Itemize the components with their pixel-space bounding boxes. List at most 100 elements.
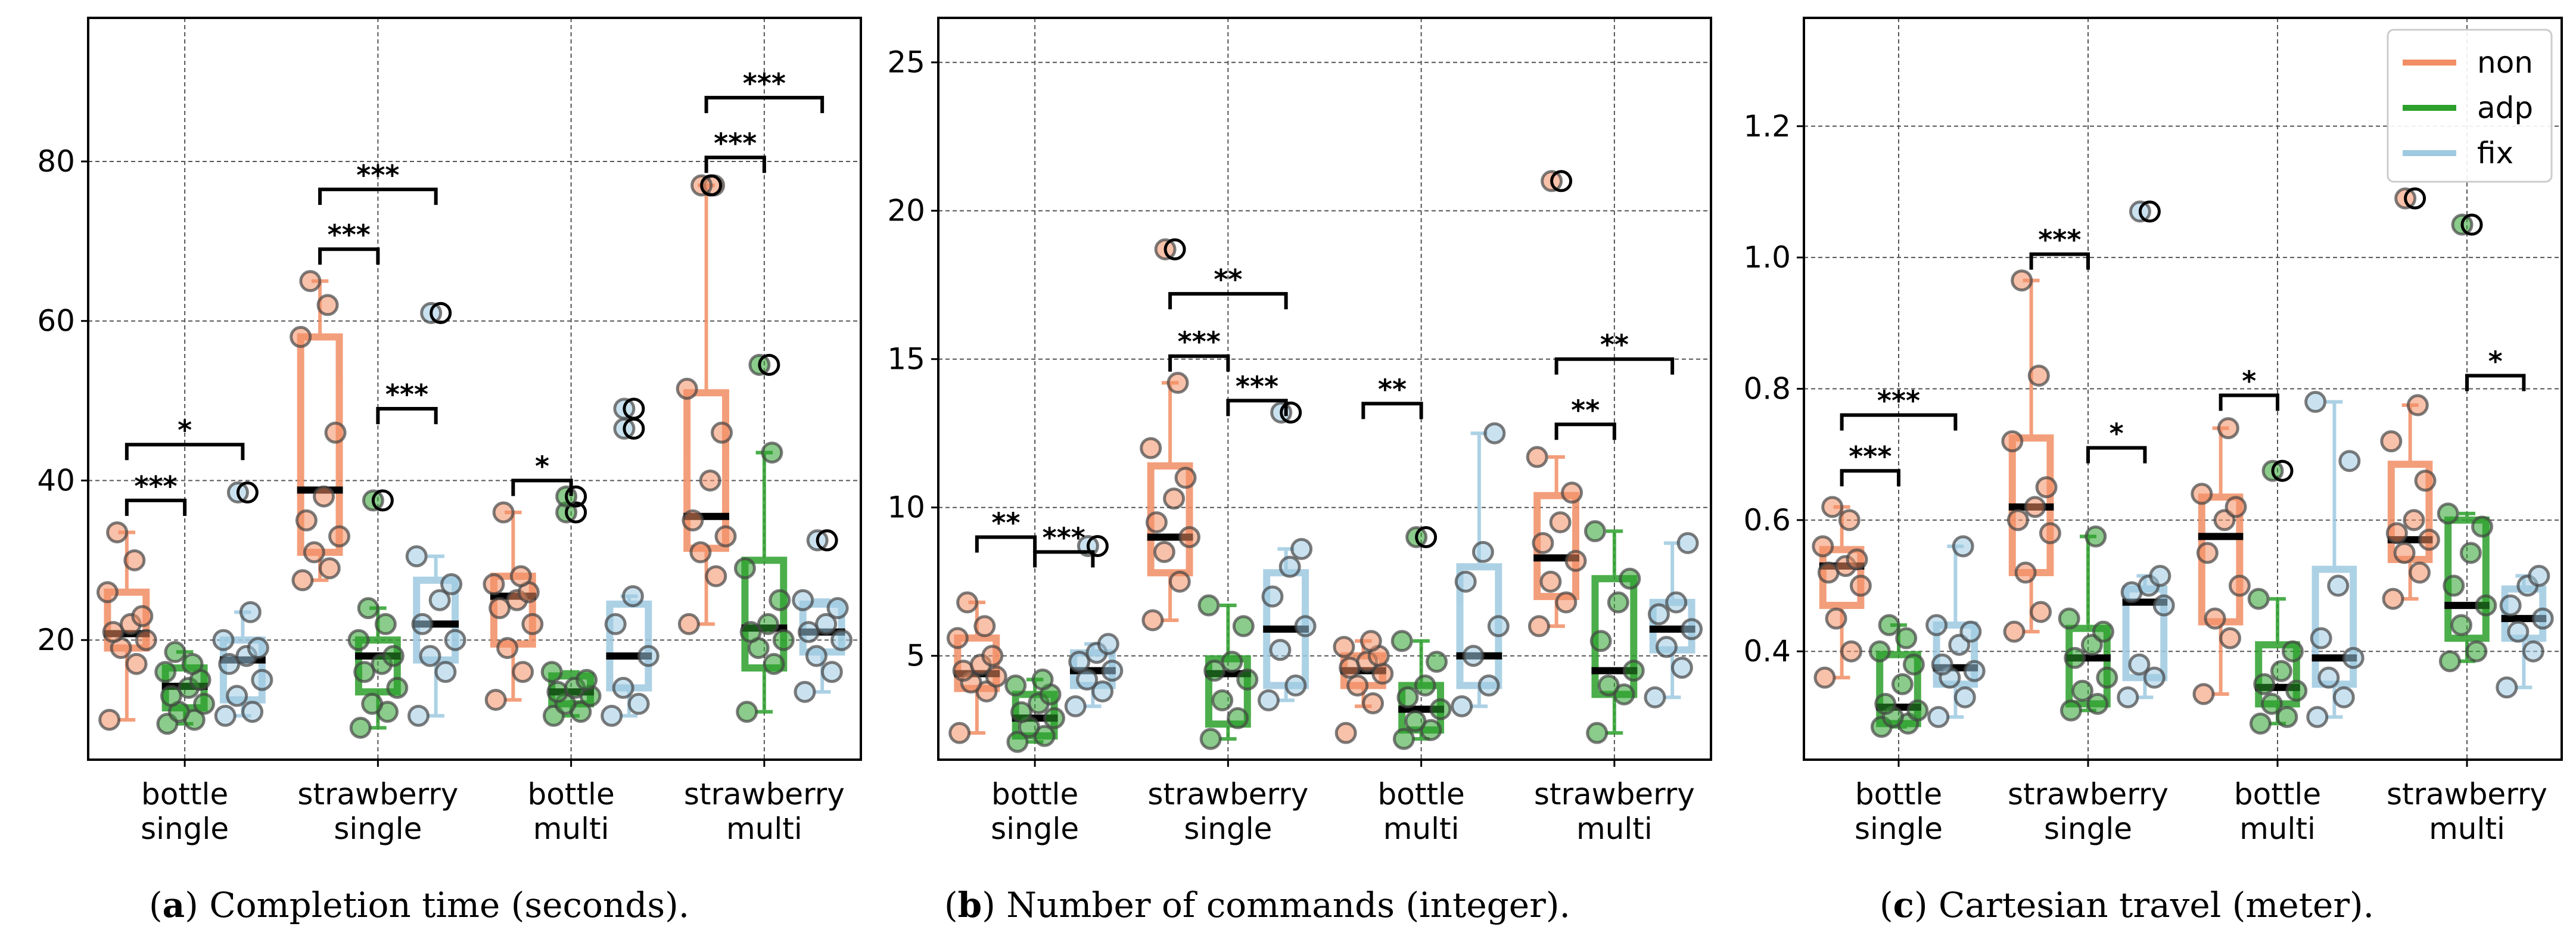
- significance-label: ***: [714, 127, 757, 159]
- data-point: [739, 621, 762, 643]
- data-point: [1813, 666, 1836, 689]
- chart-panel-a: 20406080bottlesinglestrawberrysinglebott…: [37, 17, 862, 846]
- data-point: [621, 585, 644, 608]
- data-point: [2327, 574, 2350, 597]
- data-point: [2247, 587, 2270, 610]
- data-point: [612, 677, 634, 699]
- data-point: [2531, 607, 2554, 630]
- data-point: [2475, 594, 2497, 617]
- data-point: [1891, 673, 1914, 695]
- data-point: [1257, 689, 1280, 711]
- data-point: [2285, 679, 2308, 702]
- outlier-marker: [2460, 213, 2483, 236]
- data-point: [2030, 601, 2052, 623]
- data-point: [705, 565, 727, 587]
- data-point: [1178, 526, 1201, 548]
- data-point: [2128, 653, 2151, 676]
- caption-b: (b) Number of commands (integer).: [944, 885, 1570, 925]
- data-point: [820, 661, 843, 683]
- box-fix: [1456, 431, 1502, 708]
- chart-panel-c: 0.40.60.81.01.2bottlesinglestrawberrysin…: [1743, 17, 2563, 846]
- data-point: [1031, 669, 1054, 691]
- data-point: [2001, 430, 2024, 453]
- data-point: [2092, 620, 2114, 643]
- data-point: [2281, 640, 2304, 663]
- data-point: [2306, 705, 2329, 728]
- significance-label: ***: [385, 378, 428, 411]
- data-point: [295, 509, 318, 531]
- data-point: [1232, 615, 1255, 638]
- data-point: [1925, 614, 1948, 636]
- legend-label-adp: adp: [2477, 91, 2533, 125]
- data-point: [2149, 565, 2171, 587]
- data-point: [2086, 692, 2109, 715]
- data-point: [1451, 695, 1473, 717]
- data-point: [492, 501, 515, 524]
- significance-label: ***: [1178, 326, 1221, 358]
- data-point: [357, 597, 379, 620]
- significance-label: *: [2242, 365, 2256, 397]
- data-point: [1101, 660, 1124, 682]
- x-category-label: single: [991, 812, 1079, 846]
- data-point: [1906, 699, 1929, 722]
- data-point: [2276, 705, 2298, 728]
- data-point: [299, 270, 322, 293]
- data-point: [1963, 660, 1986, 682]
- data-point: [434, 661, 457, 683]
- data-point: [1236, 669, 1259, 691]
- data-point: [2192, 683, 2215, 705]
- data-point: [1874, 692, 1897, 715]
- x-category-label: single: [2044, 812, 2132, 846]
- significance-bracket: [2219, 393, 2279, 411]
- data-point: [193, 692, 216, 715]
- data-point: [102, 621, 125, 643]
- legend-box: [2387, 29, 2553, 183]
- significance-label: **: [1571, 394, 1600, 426]
- data-point: [1429, 698, 1452, 720]
- data-point: [419, 645, 441, 667]
- data-point: [1821, 496, 1844, 518]
- data-point: [1959, 620, 1982, 643]
- x-category-label: bottle: [991, 777, 1078, 812]
- data-point: [2380, 430, 2403, 453]
- data-point: [2027, 364, 2050, 387]
- data-point: [2414, 470, 2437, 492]
- data-point: [218, 652, 241, 675]
- axes-frame: [1803, 17, 2563, 761]
- significance-bracket: [975, 535, 1037, 553]
- data-point: [1931, 653, 1953, 676]
- data-point: [1868, 640, 1891, 663]
- outlier-marker: [2271, 459, 2294, 482]
- data-point: [1812, 535, 1834, 558]
- data-point: [386, 677, 409, 699]
- data-point: [2260, 692, 2283, 715]
- outlier-marker: [758, 353, 780, 376]
- data-point: [2249, 712, 2272, 735]
- data-point: [226, 685, 248, 707]
- data-point: [1359, 630, 1382, 652]
- significance-label: ***: [1849, 440, 1891, 472]
- data-point: [1564, 549, 1587, 572]
- data-point: [1549, 511, 1572, 534]
- data-point: [1647, 603, 1670, 626]
- x-category-label: multi: [1576, 812, 1653, 846]
- data-point: [1454, 570, 1477, 593]
- data-point: [316, 294, 339, 316]
- data-point: [212, 629, 235, 651]
- data-point: [1140, 437, 1162, 459]
- significance-label: ***: [2038, 224, 2081, 256]
- data-point: [2522, 640, 2544, 663]
- data-point: [815, 613, 838, 635]
- data-point: [2304, 391, 2327, 414]
- data-point: [2253, 673, 2276, 695]
- legend-label-non: non: [2477, 45, 2533, 80]
- outlier-marker: [2138, 200, 2161, 223]
- data-point: [347, 629, 370, 651]
- data-point: [948, 722, 971, 744]
- data-point: [1902, 653, 1925, 676]
- data-point: [361, 692, 384, 715]
- data-point: [2459, 542, 2482, 564]
- significance-bracket: [318, 187, 438, 205]
- x-category-label: bottle: [528, 777, 615, 812]
- data-point: [2071, 679, 2093, 702]
